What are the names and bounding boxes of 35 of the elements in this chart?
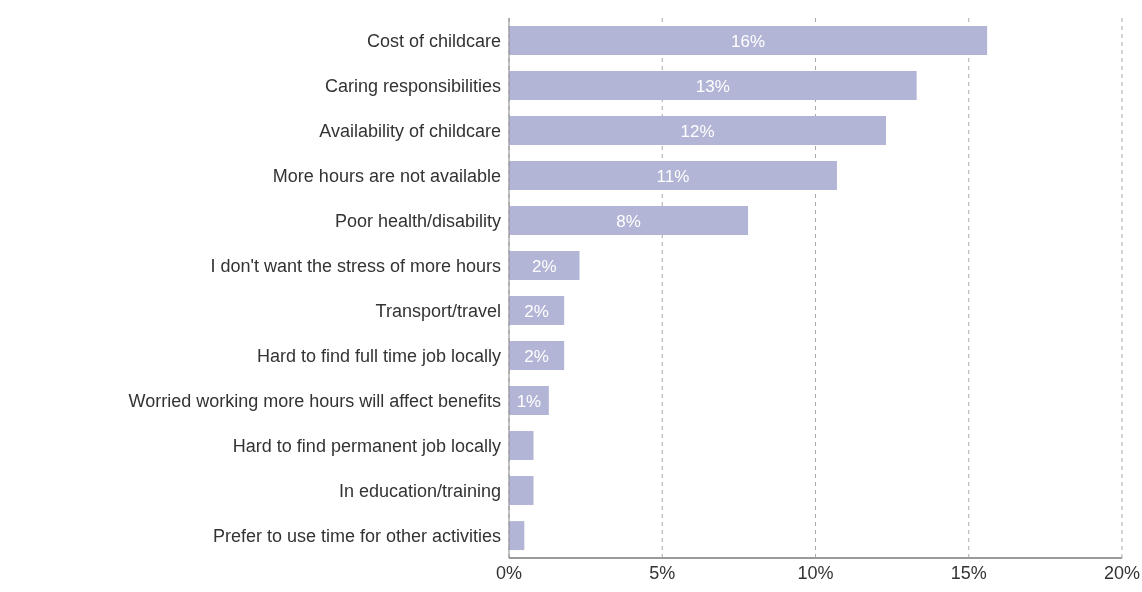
data-label: 1% (516, 391, 542, 411)
data-label: 8% (616, 211, 641, 231)
y-tick-label: Hard to find permanent job locally (232, 435, 501, 456)
bar (509, 26, 988, 56)
y-tick-label: In education/training (338, 480, 501, 501)
y-tick-label: Availability of childcare (319, 120, 501, 141)
y-tick-label: Cost of childcare (366, 30, 501, 51)
y-tick-label: Caring responsibilities (324, 75, 501, 96)
x-tick-label: 15% (950, 562, 987, 583)
y-tick-label: I don't want the stress of more hours (210, 255, 501, 276)
x-tick-label: 10% (797, 562, 834, 583)
data-label: 2% (524, 346, 549, 366)
bar (509, 116, 886, 146)
bar (509, 206, 749, 236)
data-label: 13% (695, 76, 730, 96)
y-tick-label: More hours are not available (272, 165, 501, 186)
bar (509, 71, 917, 101)
bar (509, 251, 580, 281)
data-label: 2% (531, 256, 557, 276)
x-tick-label: 20% (1103, 562, 1141, 583)
data-label: 16% (731, 31, 766, 51)
bar (509, 161, 837, 191)
y-tick-label: Prefer to use time for other activities (212, 525, 501, 546)
y-tick-label: Hard to find full time job locally (256, 345, 501, 366)
data-label: 11% (656, 166, 690, 186)
bar (509, 521, 525, 551)
y-tick-label: Worried working more hours will affect benefits (128, 390, 501, 411)
x-tick-label: 5% (649, 562, 676, 583)
y-tick-label: Transport/travel (375, 300, 501, 321)
y-tick-label: Poor health/disability (334, 210, 501, 231)
bar (509, 431, 534, 461)
bar (509, 476, 534, 506)
x-tick-label: 0% (495, 562, 523, 583)
data-label: 12% (680, 121, 715, 141)
data-label: 2% (524, 301, 549, 321)
